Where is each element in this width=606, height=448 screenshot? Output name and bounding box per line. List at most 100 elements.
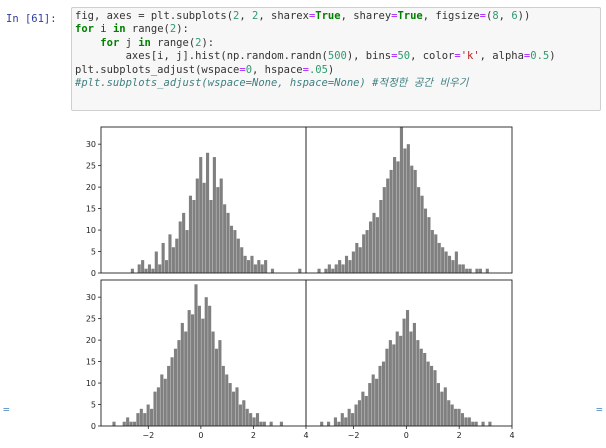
histogram-bar <box>430 230 434 273</box>
code-token: 500 <box>327 50 347 63</box>
code-token: range( <box>150 36 196 49</box>
histogram-bar <box>403 148 407 273</box>
code-token: = <box>479 10 486 22</box>
histogram-bar <box>232 391 236 426</box>
histogram-bar <box>412 322 416 426</box>
code-token: for <box>75 23 94 36</box>
code-token: 50 <box>397 50 411 63</box>
histogram-bar <box>139 408 143 426</box>
histogram-bar <box>264 260 268 273</box>
histogram-bar <box>478 268 482 273</box>
y-tick-label: 10 <box>86 379 96 388</box>
code-editor[interactable]: fig, axes = plt.subplots(2, 2, sharex=Tr… <box>75 10 600 90</box>
histogram-bar <box>393 157 397 273</box>
histogram-bar <box>192 200 196 273</box>
code-token: #plt.subplots_adjust(wspace=None, hspace… <box>75 76 469 89</box>
histogram-bar <box>195 178 199 273</box>
code-line: axes[i, j].hist(np.random.randn(500), bi… <box>75 50 600 63</box>
histogram-bar <box>381 361 386 426</box>
histogram-bar <box>112 421 116 426</box>
histogram-bar <box>146 404 150 426</box>
code-token: , sharey <box>340 10 392 22</box>
histogram-bar <box>129 421 133 426</box>
histogram-bar <box>364 395 368 426</box>
histogram-bar <box>379 200 383 273</box>
y-tick-label: 30 <box>86 293 96 302</box>
histogram-bar <box>158 264 162 273</box>
code-token: 2 <box>169 23 177 36</box>
histogram-bar <box>279 421 283 426</box>
y-tick-label: 25 <box>86 315 96 324</box>
histogram-bar <box>160 374 164 426</box>
cell-prompt: In [61]: <box>6 13 57 25</box>
x-tick-label: 2 <box>457 431 462 440</box>
histogram-bar <box>437 242 441 273</box>
histogram-bar <box>354 404 358 426</box>
histogram-panel-top-right <box>305 126 513 274</box>
histogram-bar <box>199 157 203 273</box>
code-token: = <box>239 63 246 76</box>
histogram-bar <box>201 318 205 426</box>
histogram-bar <box>481 421 485 426</box>
histogram-bar <box>388 340 392 426</box>
histogram-bar <box>260 264 264 273</box>
histogram-bar <box>225 374 229 426</box>
histogram-bar <box>187 310 191 426</box>
histogram-bar <box>205 152 210 273</box>
histogram-bar <box>375 217 379 273</box>
histogram-bar <box>389 169 393 273</box>
histogram-bar <box>242 400 246 426</box>
histogram-bar <box>461 264 465 273</box>
code-token: 2 <box>252 10 259 22</box>
y-tick-label: 5 <box>91 248 96 257</box>
histogram-bar <box>214 348 219 426</box>
histogram-bar <box>402 318 406 426</box>
code-token: , <box>239 10 253 22</box>
y-tick-label: 30 <box>86 140 96 149</box>
histogram-bar <box>368 383 372 426</box>
histogram-bar <box>488 421 492 426</box>
x-tick-label: 0 <box>198 431 203 440</box>
code-token: axes[i, j].hist(np.random.randn( <box>75 50 328 63</box>
code-token: , figsize <box>422 10 480 22</box>
code-line: plt.subplots_adjust(wspace=0, hspace=.05… <box>75 64 600 77</box>
histogram-bar <box>406 144 410 273</box>
histogram-bar <box>246 260 251 273</box>
histogram-bar <box>219 178 223 273</box>
histogram-bar <box>147 264 152 273</box>
histogram-bar <box>396 161 400 273</box>
histogram-bar <box>226 212 230 273</box>
histogram-bar <box>204 297 208 426</box>
code-token: j <box>119 36 139 49</box>
code-token: i <box>93 23 113 36</box>
histogram-bar <box>368 221 373 273</box>
histogram-bar <box>253 264 257 273</box>
histogram-bar <box>451 260 455 273</box>
histogram-bar <box>259 421 263 426</box>
code-token: ), bins <box>346 50 392 63</box>
histogram-bar <box>243 255 247 273</box>
code-token: = <box>454 50 461 63</box>
histogram-bar <box>433 370 437 426</box>
histogram-bar <box>420 195 424 273</box>
code-token: ): <box>176 23 189 36</box>
histogram-bar <box>245 408 249 426</box>
histogram-bar <box>399 335 403 426</box>
histogram-bar <box>208 305 212 426</box>
histogram-bar <box>326 421 331 426</box>
histogram-bar <box>485 268 489 273</box>
histogram-bar <box>386 178 390 273</box>
axes-frame <box>305 279 513 427</box>
histogram-bar <box>338 260 342 273</box>
code-token: ( <box>486 10 493 22</box>
histogram-bar <box>216 187 220 273</box>
code-token: , hspace <box>252 63 303 76</box>
code-cell-input[interactable]: fig, axes = plt.subplots(2, 2, sharex=Tr… <box>71 7 601 111</box>
histogram-bar <box>252 417 256 426</box>
y-tick-label: 10 <box>86 226 96 235</box>
histogram-bar <box>351 413 355 426</box>
histogram-bar <box>351 251 355 273</box>
histogram-bar <box>137 264 141 273</box>
x-tick-label: 2 <box>251 431 256 440</box>
histogram-bar <box>177 340 181 426</box>
